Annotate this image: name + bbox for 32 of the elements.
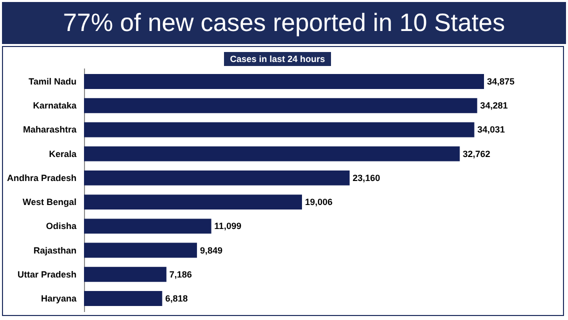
y-tick-label: Odisha (46, 221, 78, 232)
y-tick-label: Maharashtra (22, 124, 78, 135)
bar (84, 98, 478, 114)
y-tick-label: Kerala (48, 148, 78, 159)
y-tick-label: West Bengal (22, 197, 76, 208)
bar (84, 146, 460, 162)
bar (84, 74, 484, 89)
data-label: 7,186 (169, 269, 192, 280)
data-label: 34,281 (480, 100, 508, 111)
chart-title: 77% of new cases reported in 10 States (2, 2, 566, 44)
y-tick-label: Uttar Pradesh (17, 269, 76, 280)
data-label: 19,006 (304, 197, 333, 208)
bar (84, 266, 166, 282)
chart-subtitle: Cases in last 24 hours (224, 52, 332, 66)
data-label: 23,160 (352, 172, 380, 183)
data-label: 34,875 (487, 76, 515, 86)
bar (84, 242, 197, 258)
y-tick-label: Andhra Pradesh (6, 172, 76, 183)
data-label: 6,818 (165, 294, 188, 304)
bar (84, 170, 350, 186)
y-tick-label: Karnataka (32, 100, 78, 111)
bar (84, 194, 302, 210)
data-label: 9,849 (200, 245, 222, 256)
bar (84, 122, 474, 138)
y-tick-label: Rajasthan (33, 245, 76, 256)
data-label: 11,099 (214, 221, 242, 232)
bar (84, 291, 162, 306)
data-label: 32,762 (462, 148, 490, 159)
data-label: 34,031 (477, 124, 505, 135)
y-tick-label: Haryana (40, 294, 78, 304)
bar (84, 218, 212, 234)
y-tick-label: Tamil Nadu (28, 76, 76, 86)
